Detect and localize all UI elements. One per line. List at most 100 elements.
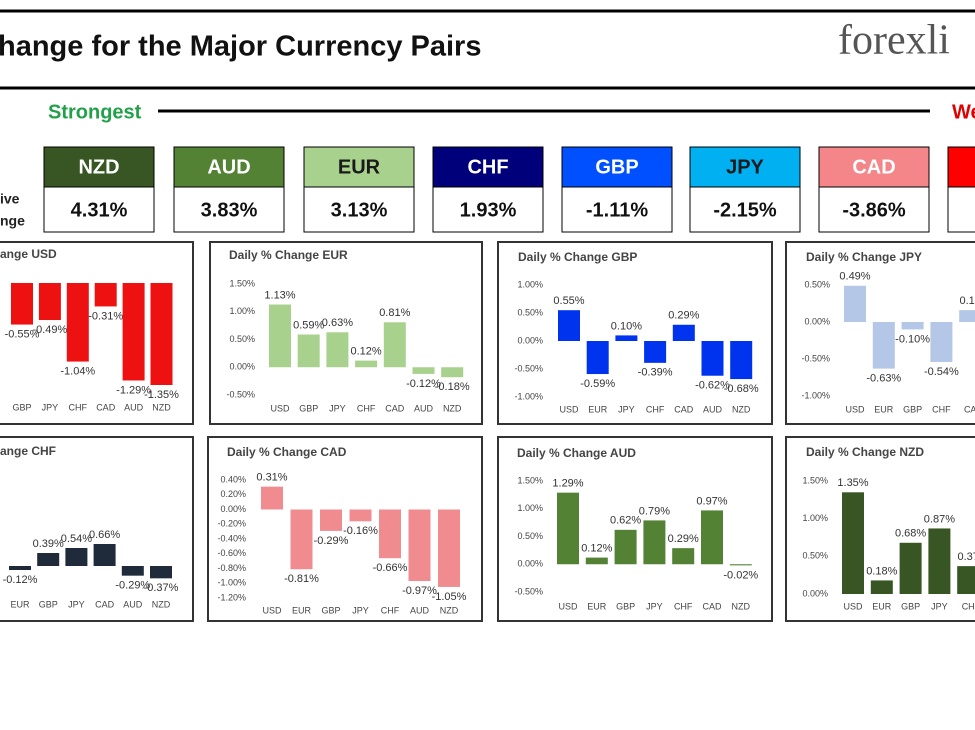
bar xyxy=(349,509,372,522)
value-label: 1.13% xyxy=(264,289,295,301)
value-label: -0.55% xyxy=(5,328,40,340)
value-label: -0.81% xyxy=(284,573,319,585)
bar xyxy=(730,341,753,380)
tile-value-box xyxy=(173,186,285,233)
bar xyxy=(585,557,608,565)
bar xyxy=(672,324,695,341)
bar xyxy=(66,283,89,362)
tile-value-box xyxy=(818,186,930,233)
bar xyxy=(11,283,33,325)
value-label: -0.62% xyxy=(695,380,730,392)
chart-panel xyxy=(207,436,483,622)
y-tick-label: 1.00% xyxy=(517,503,543,513)
value-label: -0.12% xyxy=(406,378,441,390)
y-tick-label: 0.50% xyxy=(517,531,543,541)
value-label: 0.29% xyxy=(668,310,699,322)
row-label: nge xyxy=(0,213,25,229)
y-tick-label: 1.00% xyxy=(802,513,828,523)
x-tick-label: AUD xyxy=(410,605,430,615)
y-tick-label: 0.20% xyxy=(220,489,246,499)
value-label: 0.66% xyxy=(89,529,120,541)
y-tick-label: -0.50% xyxy=(801,353,830,363)
bar xyxy=(899,542,922,594)
bar xyxy=(615,335,638,341)
value-label: 0.87% xyxy=(924,513,955,525)
y-tick-label: 0.50% xyxy=(802,551,828,561)
value-label: 0.59% xyxy=(293,319,324,331)
x-tick-label: EUR xyxy=(874,404,894,414)
tile-header xyxy=(173,146,285,188)
tile-change: -1.11% xyxy=(586,199,648,221)
x-tick-label: EUR xyxy=(292,605,312,615)
value-label: 0.12% xyxy=(581,542,612,554)
tile-change: -3.86% xyxy=(842,199,906,221)
x-tick-label: USD xyxy=(270,403,290,413)
chart-panel xyxy=(497,436,773,622)
value-label: -0.16% xyxy=(343,525,378,537)
x-tick-label: JPY xyxy=(68,599,85,609)
value-label: 0.62% xyxy=(610,515,641,527)
x-tick-label: JPY xyxy=(352,605,369,615)
x-tick-label: JPY xyxy=(931,601,948,611)
value-label: 0.54% xyxy=(61,533,92,545)
x-tick-label: CHF xyxy=(646,404,665,414)
bar xyxy=(320,509,342,531)
x-tick-label: JPY xyxy=(646,601,663,611)
chart-title: Daily % Change GBP xyxy=(518,250,637,264)
bar xyxy=(269,304,291,368)
value-label: 0.37 xyxy=(957,551,975,563)
x-tick-label: EUR xyxy=(10,599,30,609)
tile-value-box xyxy=(561,186,673,233)
bar xyxy=(557,492,579,565)
bar xyxy=(37,553,60,566)
y-tick-label: 0.00% xyxy=(229,362,255,372)
bar xyxy=(441,367,464,378)
value-label: -0.29% xyxy=(115,580,150,592)
tile-currency: JPY xyxy=(726,156,764,178)
y-tick-label: -0.50% xyxy=(514,586,543,596)
bar xyxy=(122,283,145,381)
x-tick-label: USD xyxy=(559,404,579,414)
tile-value-box xyxy=(947,186,975,233)
value-label: -0.37% xyxy=(144,582,179,594)
chart-panel xyxy=(0,436,194,622)
x-tick-label: GBP xyxy=(299,403,318,413)
page-title: hange for the Major Currency Pairs xyxy=(0,31,481,63)
y-tick-label: -0.80% xyxy=(217,563,246,573)
value-label: -1.35% xyxy=(144,389,179,401)
chart-panel xyxy=(497,241,773,425)
x-tick-label: CHF xyxy=(357,403,376,413)
x-tick-label: CAD xyxy=(702,601,722,611)
x-tick-label: EUR xyxy=(872,601,892,611)
bar xyxy=(261,486,283,510)
value-label: 0.10% xyxy=(611,320,642,332)
value-label: 0.81% xyxy=(379,307,410,319)
value-label: -1.29% xyxy=(116,384,151,396)
tile-currency: CAD xyxy=(852,156,895,178)
y-tick-label: -0.50% xyxy=(514,363,543,373)
bar xyxy=(872,322,895,369)
value-label: -0.49% xyxy=(32,324,67,336)
tile-change: -2.15% xyxy=(713,199,777,221)
bar xyxy=(150,283,173,385)
x-tick-label: USD xyxy=(262,605,282,615)
value-label: 0.97% xyxy=(696,495,727,507)
weakest-label: We xyxy=(952,101,975,123)
x-tick-label: CHF xyxy=(674,601,693,611)
x-tick-label: AUD xyxy=(414,403,434,413)
x-tick-label: CH xyxy=(962,601,975,611)
y-tick-label: -0.60% xyxy=(217,548,246,558)
tile-currency: NZD xyxy=(78,156,119,178)
value-label: 0.49% xyxy=(839,271,870,283)
y-tick-label: 0.50% xyxy=(229,334,255,344)
y-tick-label: -1.00% xyxy=(514,391,543,401)
value-label: -0.12% xyxy=(3,574,38,586)
value-label: 1.35% xyxy=(837,477,868,489)
bar xyxy=(672,548,695,565)
value-label: 0.55% xyxy=(553,295,584,307)
bar xyxy=(928,528,951,594)
chart-title: Daily % Change NZD xyxy=(806,445,924,459)
tile-change: 3.13% xyxy=(331,199,388,221)
bar xyxy=(930,322,953,362)
